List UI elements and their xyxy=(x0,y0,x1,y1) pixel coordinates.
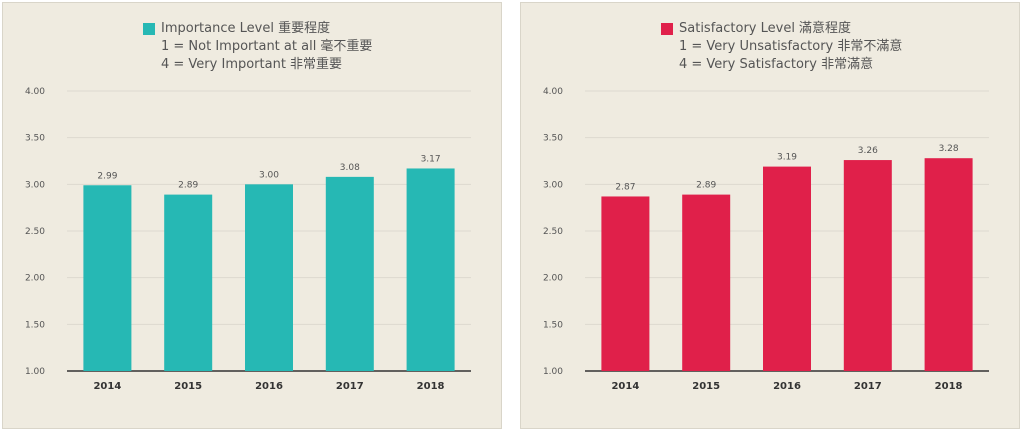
satisfaction-data-label: 3.19 xyxy=(777,153,797,163)
satisfaction-category-label: 2015 xyxy=(692,381,720,392)
satisfaction-category-label: 2016 xyxy=(773,381,801,392)
importance-category-label: 2016 xyxy=(255,381,283,392)
satisfaction-ytick-label: 1.50 xyxy=(543,320,563,330)
satisfaction-legend-swatch xyxy=(661,23,673,35)
importance-category-label: 2015 xyxy=(174,381,202,392)
importance-ytick-label: 2.50 xyxy=(25,227,45,237)
importance-legend-label: Importance Level 重要程度 xyxy=(161,21,331,36)
importance-category-label: 2014 xyxy=(93,381,121,392)
satisfaction-bar-2014 xyxy=(601,196,650,371)
importance-bar-2014 xyxy=(83,185,132,371)
importance-data-label: 2.99 xyxy=(97,171,117,181)
satisfaction-bar-2016 xyxy=(763,166,811,371)
importance-data-label: 3.00 xyxy=(259,170,279,180)
satisfaction-data-label: 3.26 xyxy=(858,146,878,156)
satisfaction-ytick-label: 2.00 xyxy=(543,274,563,284)
satisfaction-bar-2015 xyxy=(682,194,731,371)
importance-category-label: 2017 xyxy=(336,381,364,392)
importance-chart-panel: Importance Level 重要程度 1 = Not Important … xyxy=(2,2,502,429)
importance-category-label: 2018 xyxy=(417,381,445,392)
satisfaction-chart-panel: Satisfactory Level 滿意程度 1 = Very Unsatis… xyxy=(520,2,1020,429)
importance-ytick-label: 4.00 xyxy=(25,87,45,97)
satisfaction-ytick-label: 3.00 xyxy=(543,180,563,190)
importance-bar-2016 xyxy=(245,184,293,371)
satisfaction-category-label: 2014 xyxy=(611,381,639,392)
importance-legend-swatch xyxy=(143,23,155,35)
importance-legend: Importance Level 重要程度 1 = Not Important … xyxy=(143,20,372,74)
satisfaction-legend-label: Satisfactory Level 滿意程度 xyxy=(679,21,852,36)
satisfaction-chart-plot: 1.00 1.50 2.00 2.50 3.00 3.50 4.00 2.87 2014 2.89… xyxy=(543,87,989,392)
importance-ytick-label: 1.00 xyxy=(25,367,45,377)
importance-scale-low: 1 = Not Important at all 毫不重要 xyxy=(161,39,373,54)
satisfaction-legend: Satisfactory Level 滿意程度 1 = Very Unsatis… xyxy=(661,20,902,74)
satisfaction-ytick-label: 3.50 xyxy=(543,134,563,144)
satisfaction-data-label: 2.87 xyxy=(615,182,635,192)
satisfaction-ytick-label: 2.50 xyxy=(543,227,563,237)
satisfaction-bar-2018 xyxy=(924,158,973,371)
importance-bar-2017 xyxy=(325,176,374,371)
importance-scale-high: 4 = Very Important 非常重要 xyxy=(161,57,343,72)
satisfaction-bar-2017 xyxy=(843,160,892,371)
satisfaction-category-label: 2017 xyxy=(854,381,882,392)
importance-data-label: 3.08 xyxy=(340,163,360,173)
importance-chart-plot: 1.00 1.50 2.00 2.50 3.00 3.50 4.00 2.99 2014 2.89… xyxy=(25,87,471,392)
importance-data-label: 2.89 xyxy=(178,181,198,191)
satisfaction-ytick-label: 1.00 xyxy=(543,367,563,377)
importance-ytick-label: 3.00 xyxy=(25,180,45,190)
importance-ytick-label: 2.00 xyxy=(25,274,45,284)
satisfaction-scale-low: 1 = Very Unsatisfactory 非常不滿意 xyxy=(679,39,903,54)
importance-data-label: 3.17 xyxy=(421,154,441,164)
satisfaction-category-label: 2018 xyxy=(935,381,963,392)
importance-ytick-label: 3.50 xyxy=(25,134,45,144)
satisfaction-scale-high: 4 = Very Satisfactory 非常滿意 xyxy=(679,57,874,72)
satisfaction-data-label: 3.28 xyxy=(939,144,959,154)
importance-ytick-label: 1.50 xyxy=(25,320,45,330)
satisfaction-ytick-label: 4.00 xyxy=(543,87,563,97)
satisfaction-data-label: 2.89 xyxy=(696,181,716,191)
importance-bar-2015 xyxy=(164,194,213,371)
importance-bar-2018 xyxy=(406,168,455,371)
